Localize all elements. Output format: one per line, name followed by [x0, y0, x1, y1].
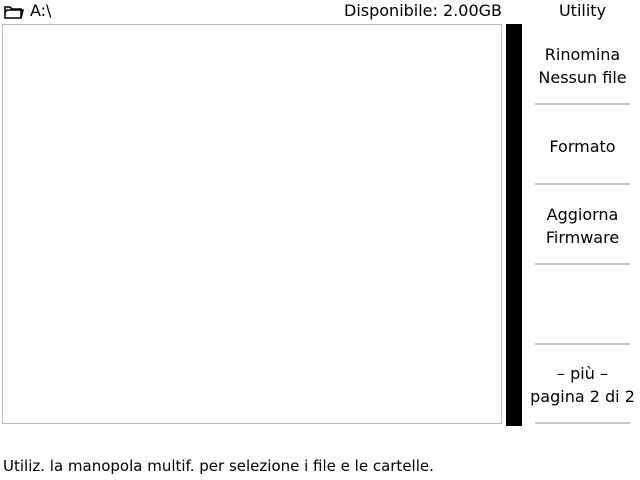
softkey-label-line1: Aggiorna	[546, 205, 619, 224]
help-message: Utiliz. la manopola multif. per selezion…	[3, 457, 434, 475]
softkey-label-line2: pagina 2 di 2	[530, 387, 635, 406]
folder-icon	[4, 6, 24, 19]
update-firmware-softkey[interactable]: Aggiorna Firmware	[535, 187, 630, 265]
file-browser-pane[interactable]	[2, 24, 502, 424]
softkey-separator	[535, 103, 630, 105]
softkey-separator	[535, 183, 630, 185]
format-softkey[interactable]: Formato	[535, 107, 630, 185]
file-list-scrollbar[interactable]	[506, 24, 522, 426]
softkey-label-line2: Firmware	[545, 228, 620, 247]
empty-softkey[interactable]	[535, 267, 630, 345]
menu-title: Utility	[558, 1, 607, 20]
current-path: A:\	[30, 1, 52, 20]
rename-softkey[interactable]: Rinomina Nessun file	[535, 27, 630, 105]
header-bar: A:\ Disponibile: 2.00GB	[0, 0, 528, 24]
softkey-separator	[535, 263, 630, 265]
more-softkey[interactable]: – più – pagina 2 di 2	[530, 346, 635, 424]
softkey-separator	[535, 343, 630, 345]
softkey-label-line1: Formato	[549, 136, 616, 156]
softkey-separator	[535, 422, 630, 424]
softkey-label-line1: Rinomina	[544, 45, 621, 64]
free-space-label: Disponibile: 2.00GB	[344, 1, 502, 20]
softkey-label-line1: – più –	[557, 364, 608, 383]
softkey-label-line2: Nessun file	[538, 68, 627, 87]
